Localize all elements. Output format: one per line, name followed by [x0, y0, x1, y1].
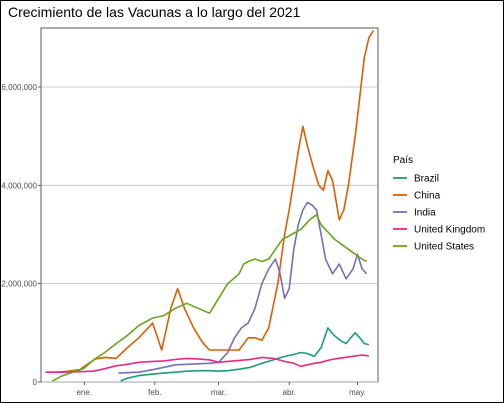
legend-label: United States — [414, 242, 474, 253]
y-tick-label: 6,000,000 — [1, 83, 37, 92]
legend: País Brazil China India United Kingdom Unite… — [393, 155, 485, 253]
series-line-brazil — [120, 327, 370, 382]
y-tick-label: 0 — [33, 378, 38, 387]
x-tick-label: may. — [349, 388, 366, 397]
series-line-united-states — [52, 214, 367, 382]
series-layer — [45, 30, 375, 382]
x-axis: ene. feb. mar. abr. may. — [76, 382, 366, 397]
y-tick-label: 4,000,000 — [1, 181, 37, 190]
legend-title: País — [393, 155, 413, 166]
y-tick-label: 2,000,000 — [1, 280, 37, 289]
legend-label: United Kingdom — [414, 225, 485, 236]
grid-lines — [41, 86, 378, 383]
chart-title: Crecimiento de las Vacunas a lo largo de… — [8, 4, 301, 20]
legend-label: Brazil — [414, 174, 439, 185]
legend-label: India — [414, 208, 436, 219]
x-tick-label: abr. — [283, 388, 296, 397]
y-axis: 0 2,000,000 4,000,000 6,000,000 — [1, 83, 41, 387]
legend-label: China — [414, 191, 441, 202]
series-line-china — [45, 30, 375, 373]
x-tick-label: ene. — [76, 388, 92, 397]
x-tick-label: feb. — [148, 388, 161, 397]
x-tick-label: mar. — [211, 388, 227, 397]
series-line-india — [118, 201, 368, 374]
series-line-united-kingdom — [45, 354, 370, 373]
